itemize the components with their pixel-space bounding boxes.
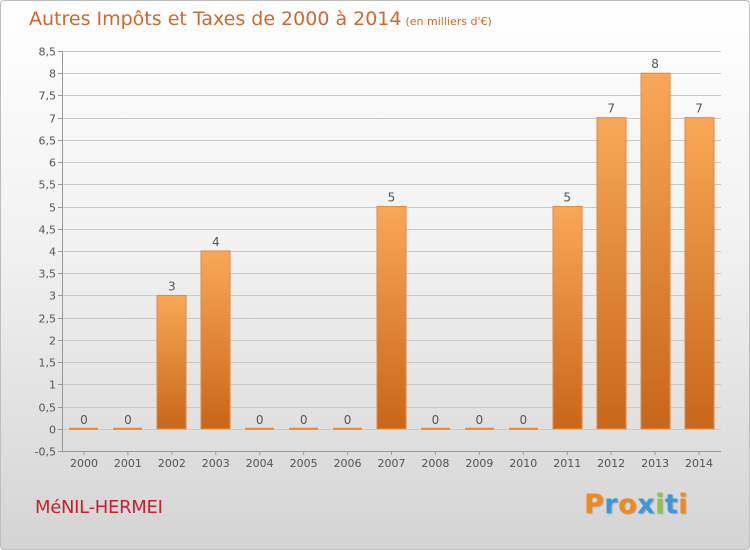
logo-letter: P	[584, 489, 605, 520]
x-tick-label-2005: 2005	[290, 457, 318, 470]
chart-title: Autres Impôts et Taxes de 2000 à 2014 (en…	[29, 8, 492, 30]
data-label-2009: 0	[476, 413, 484, 427]
x-tick-label-2011: 2011	[553, 457, 581, 470]
bar-2005	[289, 427, 318, 430]
data-label-2013: 8	[651, 57, 659, 71]
y-tick-label: 6	[49, 157, 56, 170]
y-tick-label: 4	[49, 246, 56, 259]
data-label-2003: 4	[212, 235, 220, 249]
bar-2004	[245, 427, 274, 430]
title-unit: (en milliers d'€)	[405, 15, 492, 28]
y-tick-label: 3	[49, 290, 56, 303]
bar-2002	[156, 294, 187, 430]
bars	[69, 72, 715, 430]
bar-2006	[333, 427, 362, 430]
bar-2012	[596, 117, 627, 430]
y-tick-label: 2,5	[39, 313, 57, 326]
logo-letter: t	[664, 489, 679, 520]
bar-2000	[69, 427, 98, 430]
x-tick-label-2003: 2003	[202, 457, 230, 470]
proxiti-logo[interactable]: Proxiti	[584, 489, 688, 520]
bar-2010	[509, 427, 538, 430]
data-label-2006: 0	[344, 413, 352, 427]
title-text: Autres Impôts et Taxes de 2000 à 2014	[29, 8, 402, 30]
bar-2001	[113, 427, 142, 430]
x-tick-label-2001: 2001	[114, 457, 142, 470]
x-tick-label-2014: 2014	[685, 457, 713, 470]
x-tick-label-2009: 2009	[465, 457, 493, 470]
data-label-2001: 0	[124, 413, 132, 427]
y-tick-label: 0	[49, 424, 56, 437]
commune-name: MéNIL-HERMEI	[35, 497, 163, 518]
y-tick-label: 7	[49, 113, 56, 126]
data-labels: 0 0 3 4 0 0 0 5 0 0 0 5 7 8 7	[80, 57, 703, 427]
data-label-2005: 0	[300, 413, 308, 427]
x-tick-label-2002: 2002	[158, 457, 186, 470]
y-tick-label: -0,5	[35, 446, 56, 459]
y-tick-label: 6,5	[39, 135, 57, 148]
x-tick-label-2004: 2004	[246, 457, 274, 470]
data-label-2007: 5	[388, 191, 396, 205]
y-tick-label: 5,5	[39, 179, 57, 192]
y-tick-label: 8	[49, 68, 56, 81]
y-tick-label: 3,5	[39, 268, 57, 281]
y-tick-label: 7,5	[39, 90, 57, 103]
bar-2011	[552, 206, 583, 430]
x-tick-label-2006: 2006	[334, 457, 362, 470]
logo-letter: x	[637, 489, 656, 520]
y-tick-label: 2	[49, 335, 56, 348]
logo-letter: r	[604, 489, 619, 520]
data-label-2011: 5	[563, 191, 571, 205]
x-tick-label-2007: 2007	[378, 457, 406, 470]
bar-2014	[684, 117, 715, 430]
logo-letter: o	[618, 489, 638, 520]
data-label-2004: 0	[256, 413, 264, 427]
x-tick-label-2012: 2012	[597, 457, 625, 470]
data-label-2010: 0	[519, 413, 527, 427]
bar-2007	[376, 206, 407, 430]
y-tick-label: 5	[49, 202, 56, 215]
bar-2003	[200, 250, 231, 430]
bar-2013	[640, 72, 671, 430]
logo-letter: i	[655, 489, 665, 520]
y-tick-label: 8,5	[39, 46, 57, 59]
y-tick-label: 4,5	[39, 224, 57, 237]
axes: -0,5 0 0,5 1 1,5 2 2,5 3 3,5 4 4,5 5 5,5 6 6,5 7 7,5 8 8,5…	[35, 46, 721, 470]
logo-letter: i	[678, 489, 689, 520]
bar-2008	[421, 427, 450, 430]
data-label-2014: 7	[695, 102, 703, 116]
y-tick-label: 1,5	[39, 357, 57, 370]
x-tick-label-2000: 2000	[70, 457, 98, 470]
x-tick-label-2013: 2013	[641, 457, 669, 470]
data-label-2002: 3	[168, 279, 176, 293]
bar-2009	[465, 427, 494, 430]
y-tick-label: 0,5	[39, 402, 57, 415]
y-tick-label: 1	[49, 379, 56, 392]
data-label-2008: 0	[432, 413, 440, 427]
data-label-2012: 7	[607, 102, 615, 116]
data-label-2000: 0	[80, 413, 88, 427]
x-tick-label-2010: 2010	[509, 457, 537, 470]
x-tick-label-2008: 2008	[421, 457, 449, 470]
